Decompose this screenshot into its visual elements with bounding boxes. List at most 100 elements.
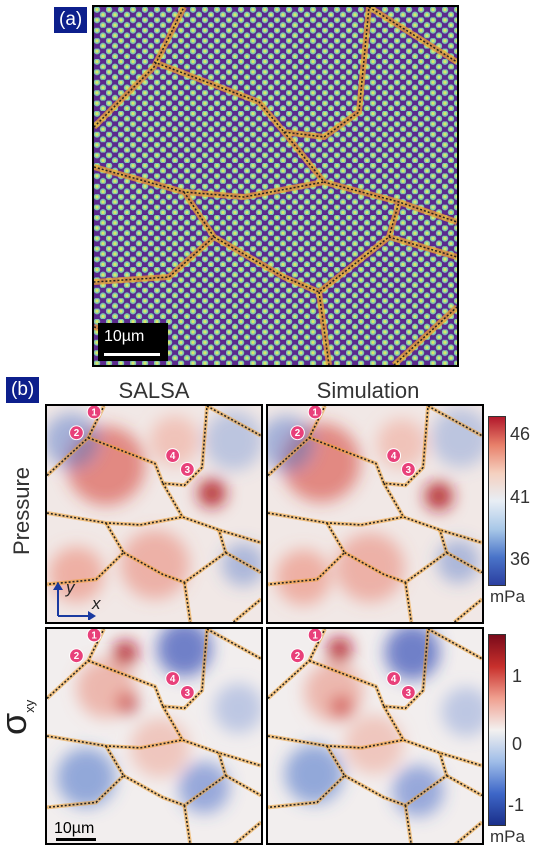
- grain-boundary: [268, 522, 346, 586]
- marker-4-label: 4: [391, 674, 397, 685]
- shear-tick-low: -1: [508, 795, 525, 815]
- grain-boundary: [123, 529, 227, 584]
- grain-boundary: [268, 735, 404, 749]
- map-pressure-simulation-svg: 12 34: [268, 406, 482, 622]
- grain-boundary-halo: [453, 597, 482, 622]
- marker-3-label: 3: [406, 465, 412, 476]
- micrograph-panel: 10µm: [92, 5, 459, 367]
- grain-boundary: [446, 774, 482, 797]
- field-blob: [221, 542, 261, 587]
- row-label-shear: σxy: [0, 680, 48, 760]
- field-blob: [113, 640, 138, 665]
- grain-boundary: [162, 482, 261, 544]
- grain-boundary: [268, 745, 346, 809]
- shear-tick-mid: 0: [512, 734, 523, 754]
- grain-boundary: [206, 629, 261, 660]
- field-blob: [275, 549, 331, 606]
- row-label-pressure: Pressure: [9, 466, 34, 556]
- column-header-salsa: SALSA: [118, 378, 190, 403]
- field-blob: [284, 744, 344, 804]
- field-blob: [392, 765, 444, 817]
- field-blob: [47, 412, 100, 469]
- field-blob: [150, 415, 200, 466]
- pressure-colorbar: [488, 416, 506, 586]
- marker-2-label: 2: [295, 428, 301, 439]
- marker-4-label: 4: [170, 451, 176, 462]
- axis-indicator: y x: [52, 578, 102, 621]
- grain-boundary: [268, 512, 404, 526]
- field-blob: [130, 718, 190, 778]
- grain-boundary: [225, 551, 261, 574]
- field-blob: [120, 529, 190, 600]
- grain-boundary: [183, 582, 192, 622]
- sigma-subscript: xy: [22, 699, 38, 713]
- scalebar-label: 10µm: [104, 328, 145, 345]
- grain-boundary: [446, 551, 482, 574]
- field-blobs: [47, 410, 261, 603]
- marker-4-dot: [386, 448, 402, 463]
- marker-3-label: 3: [185, 688, 191, 699]
- scalebar-line: [104, 353, 160, 356]
- marker-2-dot: [290, 648, 305, 664]
- grain-boundary: [47, 735, 183, 749]
- field-blob: [327, 637, 352, 662]
- grain-boundary: [427, 629, 482, 660]
- marker-2-dot: [69, 648, 84, 664]
- field-blob: [56, 747, 116, 808]
- field-blob: [441, 686, 482, 737]
- shear-colorbar: [488, 634, 506, 826]
- marker-3-dot: [401, 461, 416, 477]
- field-blobs: [284, 629, 482, 817]
- map-shear-salsa-svg: 12 34: [47, 629, 261, 843]
- pressure-unit: mPa: [490, 587, 525, 606]
- pressure-tick-mid: 41: [510, 487, 531, 507]
- grain-boundary: [87, 406, 208, 487]
- marker-1-label: 1: [91, 407, 97, 418]
- pressure-tick-low: 36: [510, 549, 531, 569]
- marker-3-label: 3: [406, 688, 412, 699]
- sigma-symbol: σ: [0, 713, 34, 735]
- marker-4-dot: [165, 671, 181, 686]
- shear-tick-high: 1: [512, 666, 523, 686]
- panel-a-tag: (a): [54, 7, 88, 33]
- marker-2-label: 2: [74, 428, 80, 439]
- field-blob: [48, 546, 104, 603]
- grain-boundary: [404, 582, 413, 622]
- marker-4-dot: [386, 671, 402, 686]
- grain-boundary: [344, 529, 448, 584]
- marker-1-dot: [307, 406, 323, 420]
- field-blob: [156, 629, 212, 677]
- panel-b-scalebar-line: [56, 838, 96, 841]
- pressure-tick-high: 46: [510, 424, 531, 444]
- grain-boundary: [383, 705, 482, 767]
- marker-1-dot: [307, 629, 323, 643]
- marker-3-label: 3: [185, 465, 191, 476]
- marker-2-label: 2: [295, 651, 301, 662]
- marker-4-dot: [165, 448, 181, 463]
- field-blob: [430, 407, 482, 468]
- marker-1-label: 1: [312, 630, 318, 641]
- grain-boundary: [123, 752, 227, 807]
- shear-unit: mPa: [490, 827, 525, 846]
- marker-2-dot: [290, 425, 305, 441]
- micrograph-image: [94, 7, 457, 365]
- grain-boundary: [47, 522, 125, 586]
- grain-boundary: [183, 805, 191, 843]
- grain-boundary: [404, 805, 412, 843]
- panel-b-scalebar-label: 10µm: [54, 820, 95, 837]
- grain-boundary: [206, 406, 261, 437]
- grain-boundary: [427, 406, 482, 437]
- marker-1-dot: [86, 406, 102, 420]
- grain-boundary: [47, 512, 183, 526]
- grain-boundary-halo: [232, 820, 261, 843]
- grain-boundary-halo: [453, 820, 482, 843]
- map-shear-simulation-svg: 12 34: [268, 629, 482, 843]
- panel-b-tag: (b): [6, 377, 40, 403]
- column-header-simulation: Simulation: [316, 378, 420, 403]
- grain-boundary: [308, 629, 429, 710]
- map-pressure-salsa-svg: 12 34: [47, 406, 261, 622]
- grain-boundary: [344, 752, 448, 807]
- grain-boundary-halo: [232, 597, 261, 622]
